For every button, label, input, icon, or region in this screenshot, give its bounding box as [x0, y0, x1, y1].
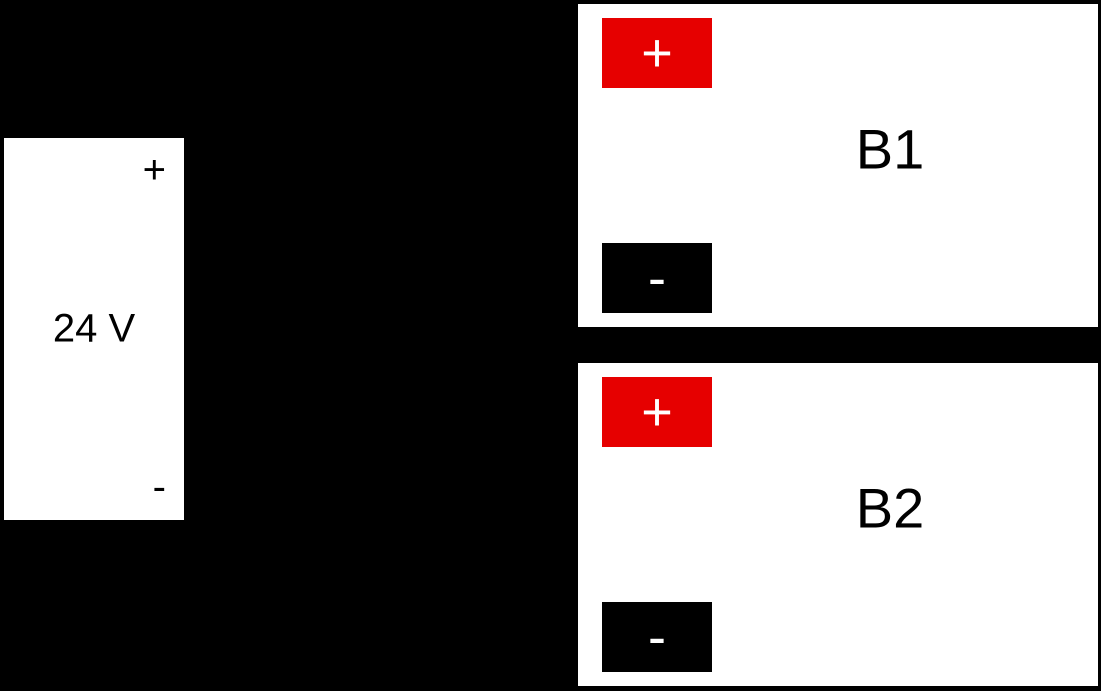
b2-terminal-plus: +: [602, 377, 712, 447]
battery-b1: + B1 -: [578, 4, 1098, 327]
minus-icon: -: [648, 610, 666, 664]
psu-voltage-label: 24 V: [4, 307, 184, 352]
b1-label: B1: [856, 117, 925, 182]
b2-label: B2: [856, 476, 925, 541]
b2-terminal-minus: -: [602, 602, 712, 672]
minus-icon: -: [648, 251, 666, 305]
plus-icon: +: [641, 26, 673, 80]
power-supply: + 24 V -: [4, 138, 184, 520]
psu-minus-label: -: [153, 465, 166, 510]
psu-plus-label: +: [143, 148, 166, 193]
b1-terminal-plus: +: [602, 18, 712, 88]
battery-b2: + B2 -: [578, 363, 1098, 686]
b1-terminal-minus: -: [602, 243, 712, 313]
plus-icon: +: [641, 385, 673, 439]
